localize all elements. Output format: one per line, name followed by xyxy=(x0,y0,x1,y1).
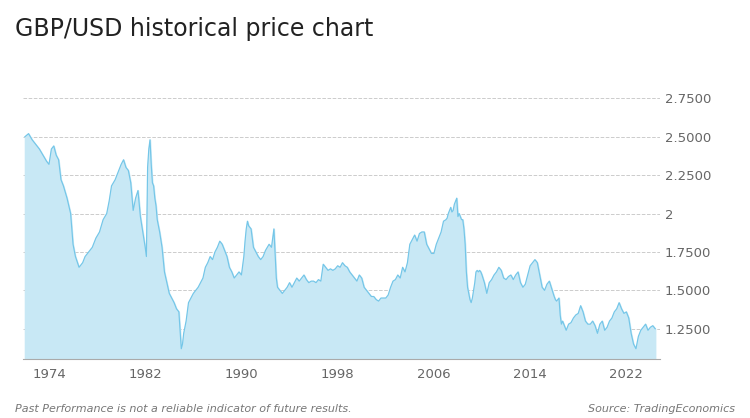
Text: Source: TradingEconomics: Source: TradingEconomics xyxy=(588,404,735,414)
Text: GBP/USD historical price chart: GBP/USD historical price chart xyxy=(15,17,374,41)
Text: Past Performance is not a reliable indicator of future results.: Past Performance is not a reliable indic… xyxy=(15,404,352,414)
